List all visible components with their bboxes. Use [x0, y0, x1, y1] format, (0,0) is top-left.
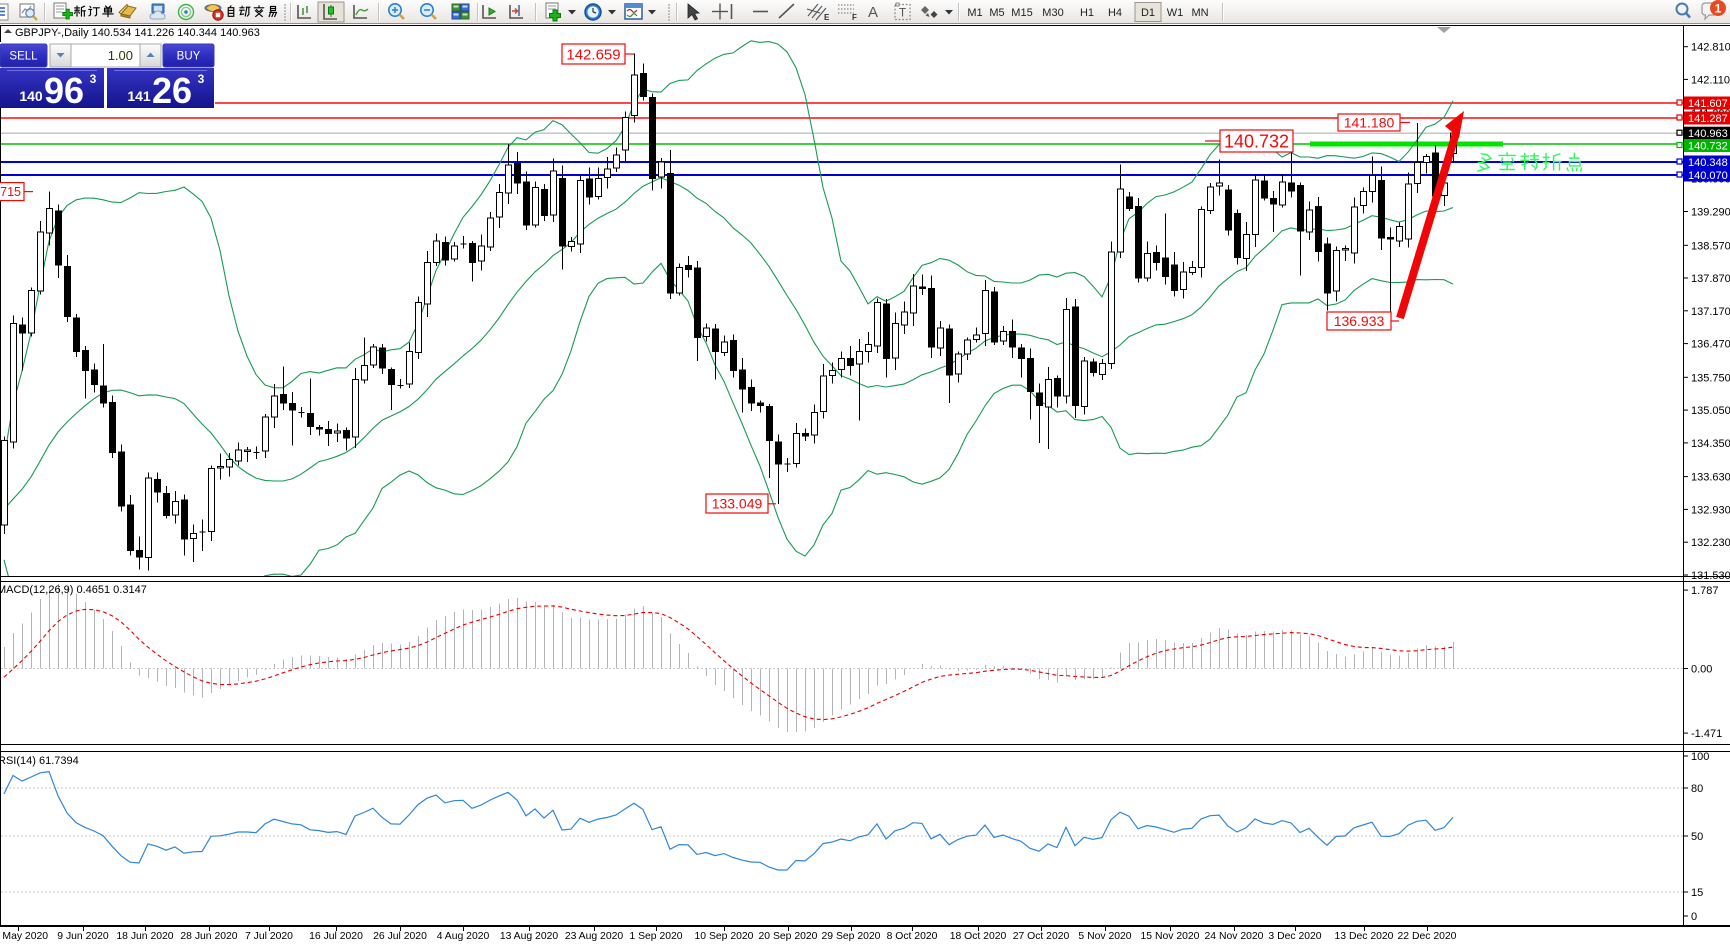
svg-text:22 Dec 2020: 22 Dec 2020 — [1398, 931, 1457, 942]
svg-text:1.00: 1.00 — [108, 48, 133, 63]
svg-text:M15: M15 — [1011, 7, 1032, 19]
svg-text:138.570: 138.570 — [1691, 240, 1730, 252]
svg-text:E: E — [824, 13, 830, 22]
svg-text:24 Nov 2020: 24 Nov 2020 — [1205, 931, 1264, 942]
svg-text:133.049: 133.049 — [712, 496, 763, 512]
svg-text:13 Dec 2020: 13 Dec 2020 — [1335, 931, 1394, 942]
svg-text:0: 0 — [1691, 911, 1697, 923]
svg-text:7 Jul 2020: 7 Jul 2020 — [245, 931, 293, 942]
svg-text:132.230: 132.230 — [1691, 537, 1730, 549]
svg-text:18 Jun 2020: 18 Jun 2020 — [116, 931, 173, 942]
svg-text:140.348: 140.348 — [1688, 157, 1728, 169]
svg-text:H1: H1 — [1080, 7, 1094, 19]
svg-text:A: A — [868, 4, 878, 21]
svg-text:136.470: 136.470 — [1691, 339, 1730, 351]
svg-text:18 Oct 2020: 18 Oct 2020 — [950, 931, 1007, 942]
svg-text:MACD(12,26,9) 0.4651 0.3147: MACD(12,26,9) 0.4651 0.3147 — [0, 584, 147, 596]
svg-text:9 Jun 2020: 9 Jun 2020 — [57, 931, 109, 942]
svg-text:T: T — [899, 6, 907, 20]
svg-text:135.750: 135.750 — [1691, 372, 1730, 384]
svg-text:M30: M30 — [1042, 7, 1063, 19]
svg-text:140.732: 140.732 — [1688, 140, 1728, 152]
svg-text:29 Sep 2020: 29 Sep 2020 — [822, 931, 881, 942]
svg-text:8 Oct 2020: 8 Oct 2020 — [887, 931, 938, 942]
svg-text:139.715: 139.715 — [0, 185, 21, 199]
svg-text:3 Dec 2020: 3 Dec 2020 — [1268, 931, 1321, 942]
svg-text:133.630: 133.630 — [1691, 472, 1730, 484]
svg-text:13 Aug 2020: 13 Aug 2020 — [500, 931, 559, 942]
svg-text:26: 26 — [152, 70, 192, 111]
svg-text:4 Aug 2020: 4 Aug 2020 — [437, 931, 490, 942]
svg-text:140.732: 140.732 — [1224, 131, 1289, 151]
svg-text:5 Nov 2020: 5 Nov 2020 — [1078, 931, 1131, 942]
svg-text:28 Jun 2020: 28 Jun 2020 — [180, 931, 237, 942]
svg-text:142.659: 142.659 — [566, 46, 620, 63]
svg-text:137.870: 137.870 — [1691, 273, 1730, 285]
svg-text:W1: W1 — [1167, 7, 1184, 19]
svg-text:137.170: 137.170 — [1691, 306, 1730, 318]
svg-text:134.350: 134.350 — [1691, 438, 1730, 450]
svg-text:RSI(14) 61.7394: RSI(14) 61.7394 — [0, 755, 79, 767]
svg-text:31 May 2020: 31 May 2020 — [0, 931, 48, 942]
svg-text:140: 140 — [19, 88, 43, 104]
svg-text:96: 96 — [44, 70, 84, 111]
svg-text:135.050: 135.050 — [1691, 405, 1730, 417]
svg-text:142.810: 142.810 — [1691, 42, 1730, 54]
svg-text:26 Jul 2020: 26 Jul 2020 — [373, 931, 427, 942]
svg-text:3: 3 — [198, 72, 205, 86]
svg-text:SELL: SELL — [9, 51, 38, 63]
svg-text:1.787: 1.787 — [1691, 585, 1719, 597]
svg-text:MN: MN — [1191, 7, 1208, 19]
svg-text:0.00: 0.00 — [1691, 664, 1712, 676]
svg-text:141: 141 — [127, 88, 151, 104]
svg-text:3: 3 — [90, 72, 97, 86]
svg-text:142.110: 142.110 — [1691, 74, 1730, 86]
svg-text:15: 15 — [1691, 887, 1703, 899]
svg-text:16 Jul 2020: 16 Jul 2020 — [309, 931, 363, 942]
svg-text:BUY: BUY — [177, 51, 201, 63]
svg-text:139.290: 139.290 — [1691, 207, 1730, 219]
svg-text:140.963: 140.963 — [1688, 128, 1728, 140]
svg-text:131.530: 131.530 — [1691, 570, 1730, 582]
svg-text:M1: M1 — [967, 7, 982, 19]
svg-text:141.180: 141.180 — [1344, 115, 1395, 131]
svg-text:H4: H4 — [1108, 7, 1122, 19]
svg-text:132.930: 132.930 — [1691, 504, 1730, 516]
svg-text:100: 100 — [1691, 751, 1709, 763]
svg-text:10 Sep 2020: 10 Sep 2020 — [695, 931, 754, 942]
svg-text:136.933: 136.933 — [1334, 313, 1385, 329]
svg-text:GBPJPY-,Daily 140.534 141.226: GBPJPY-,Daily 140.534 141.226 140.344 14… — [15, 27, 260, 39]
svg-text:15 Nov 2020: 15 Nov 2020 — [1141, 931, 1200, 942]
svg-text:80: 80 — [1691, 783, 1703, 795]
svg-text:50: 50 — [1691, 831, 1703, 843]
svg-text:140.070: 140.070 — [1688, 170, 1728, 182]
svg-text:1: 1 — [1715, 2, 1722, 16]
svg-text:23 Aug 2020: 23 Aug 2020 — [565, 931, 624, 942]
svg-text:F: F — [852, 13, 857, 22]
svg-text:141.287: 141.287 — [1688, 113, 1728, 125]
svg-text:M5: M5 — [989, 7, 1004, 19]
svg-text:141.607: 141.607 — [1688, 98, 1728, 110]
svg-text:20 Sep 2020: 20 Sep 2020 — [759, 931, 818, 942]
svg-text:-1.471: -1.471 — [1691, 728, 1722, 740]
svg-text:D1: D1 — [1141, 7, 1155, 19]
svg-text:27 Oct 2020: 27 Oct 2020 — [1013, 931, 1070, 942]
svg-text:1 Sep 2020: 1 Sep 2020 — [629, 931, 682, 942]
